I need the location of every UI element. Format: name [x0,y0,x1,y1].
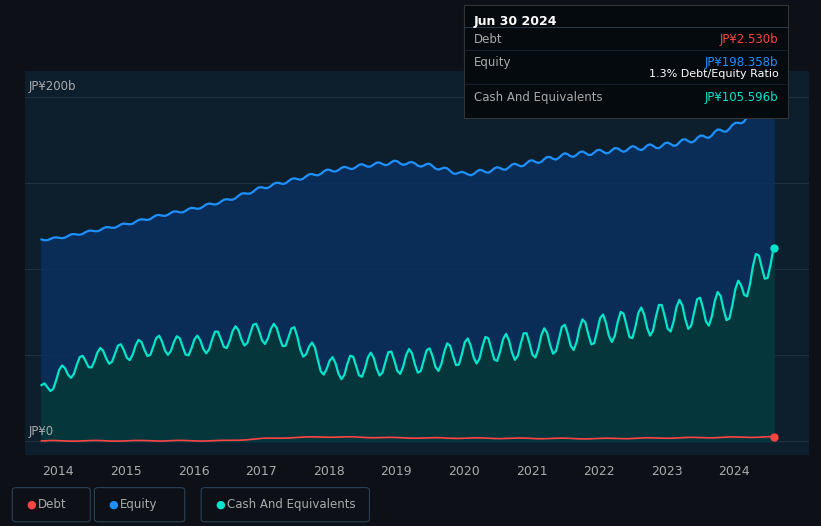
Text: JP¥2.530b: JP¥2.530b [720,34,778,46]
Text: JP¥105.596b: JP¥105.596b [704,91,778,104]
Text: Cash And Equivalents: Cash And Equivalents [227,499,355,511]
Text: 1.3% Debt/Equity Ratio: 1.3% Debt/Equity Ratio [649,68,778,79]
Text: ●: ● [26,500,36,510]
Text: JP¥200b: JP¥200b [29,80,76,94]
Text: ●: ● [215,500,225,510]
Text: Equity: Equity [120,499,158,511]
Text: Debt: Debt [474,34,502,46]
Text: JP¥0: JP¥0 [29,425,53,438]
Text: Cash And Equivalents: Cash And Equivalents [474,91,603,104]
Text: JP¥198.358b: JP¥198.358b [704,56,778,68]
Text: ●: ● [108,500,118,510]
Text: Debt: Debt [38,499,67,511]
Text: Jun 30 2024: Jun 30 2024 [474,15,557,28]
Text: Equity: Equity [474,56,511,68]
